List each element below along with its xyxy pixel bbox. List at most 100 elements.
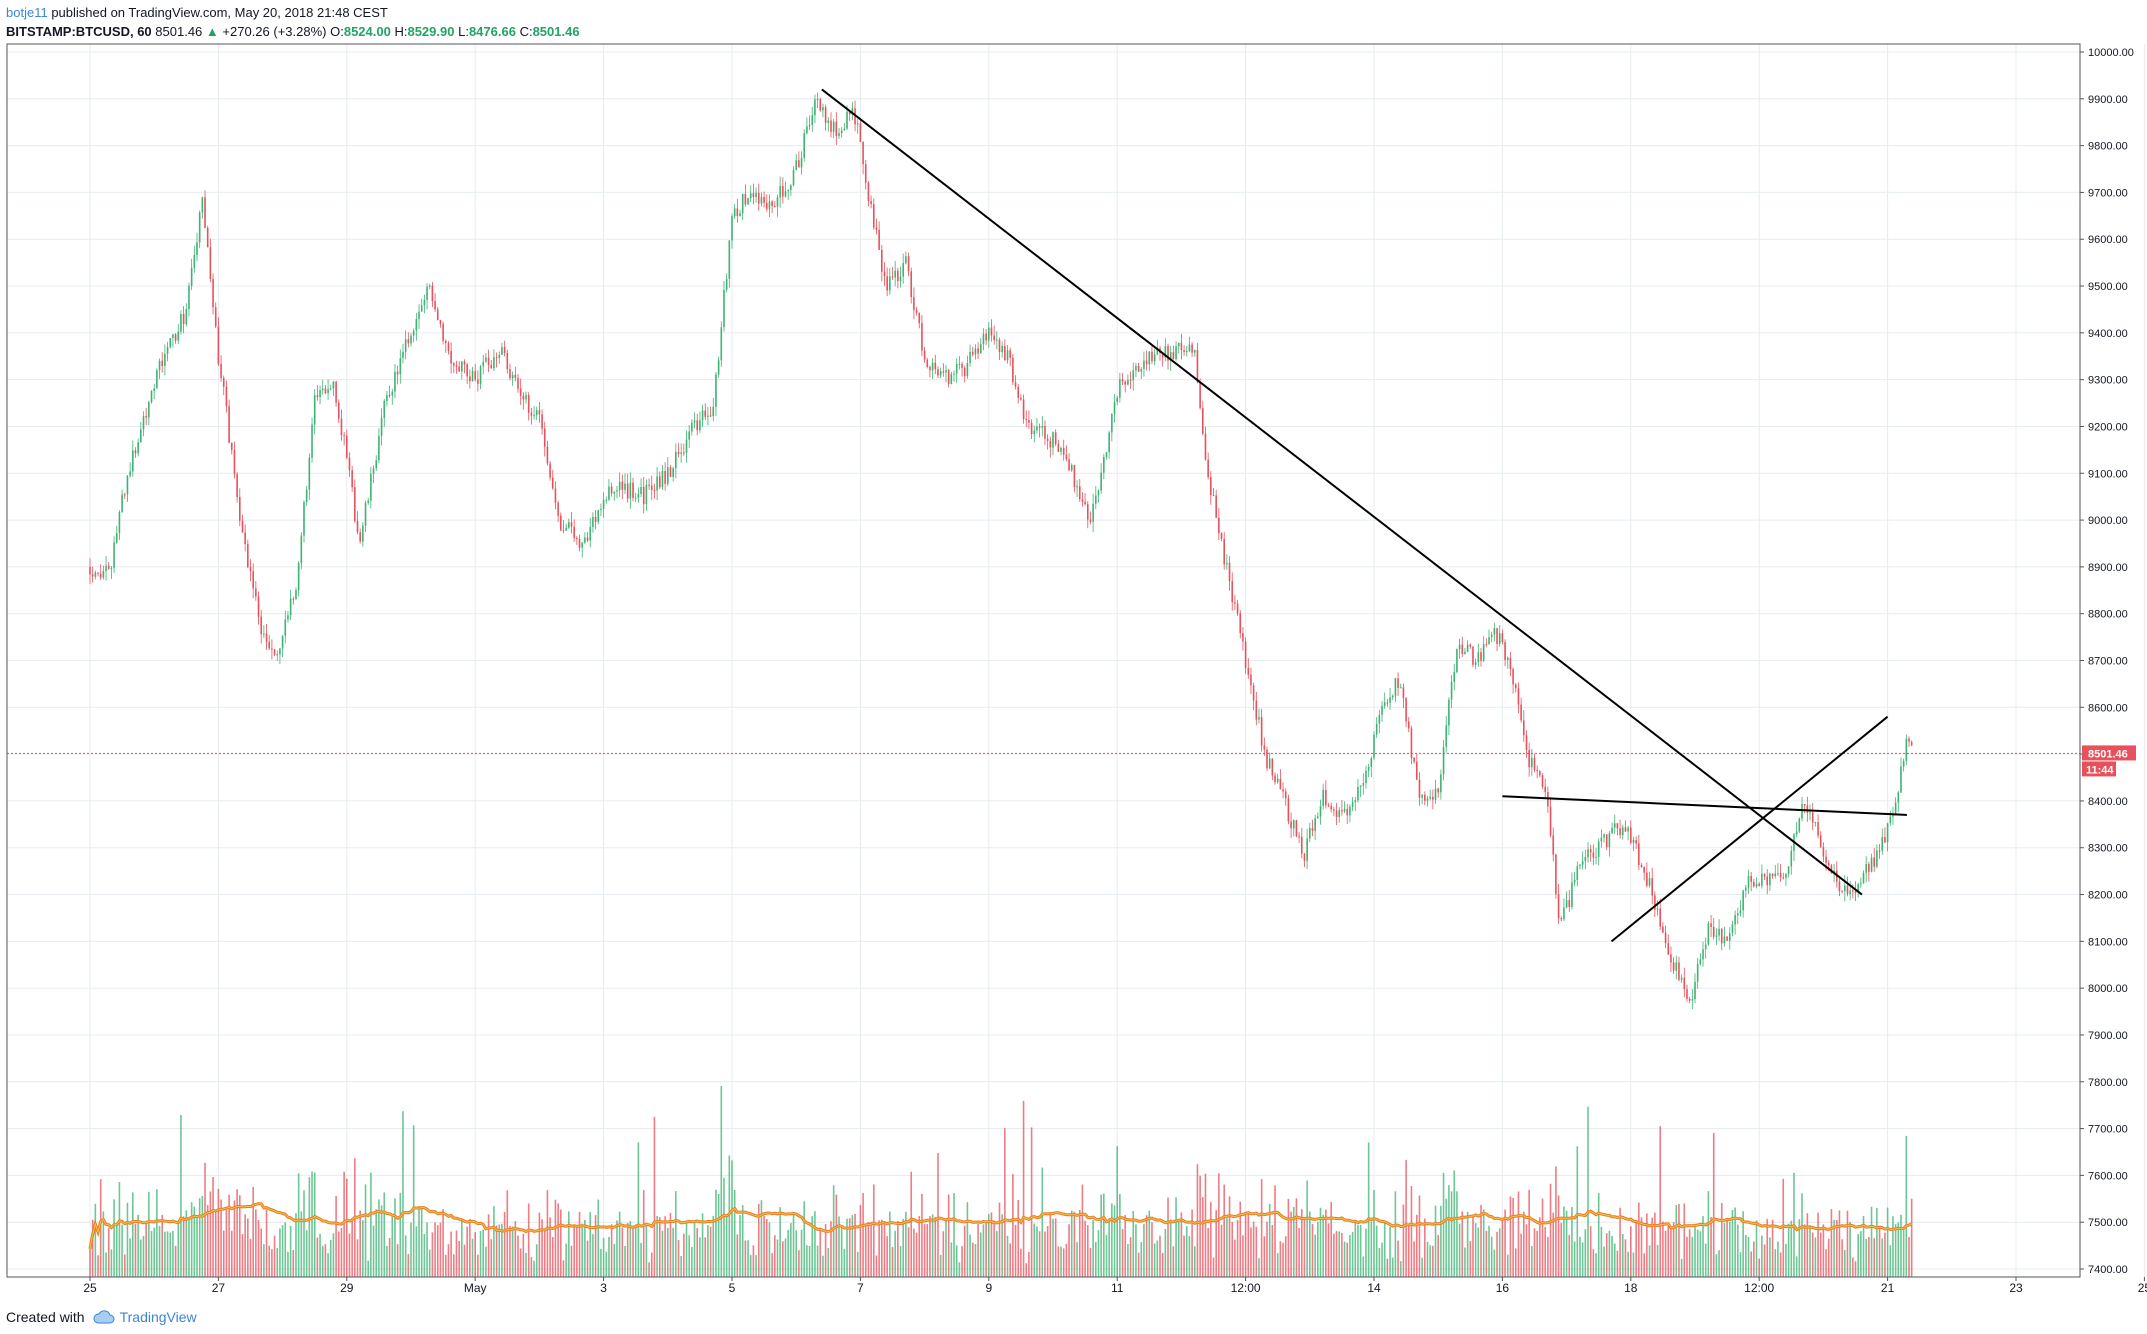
candle-body xyxy=(180,313,182,332)
candle-body xyxy=(1405,698,1407,722)
volume-bar xyxy=(1638,1202,1640,1277)
candle-body xyxy=(838,133,840,136)
volume-bar xyxy=(974,1244,977,1277)
volume-bar xyxy=(1274,1185,1276,1277)
candle-body xyxy=(214,307,217,327)
candle-body xyxy=(1271,758,1274,776)
candle-body xyxy=(1057,443,1060,452)
candle-body xyxy=(634,497,637,499)
volume-bar xyxy=(680,1255,682,1277)
candle-body xyxy=(1846,885,1849,894)
close-label: C: xyxy=(519,24,533,39)
last-price-badge-label: 8501.46 xyxy=(2088,748,2128,760)
volume-bar xyxy=(1624,1239,1627,1277)
candle-body xyxy=(1528,749,1530,768)
volume-bar xyxy=(1014,1224,1017,1277)
volume-bar xyxy=(1838,1210,1841,1277)
volume-bar xyxy=(431,1232,434,1277)
candle-body xyxy=(1643,866,1645,873)
volume-bar xyxy=(1065,1243,1068,1277)
volume-bar xyxy=(308,1177,311,1277)
candle-body xyxy=(1456,649,1458,673)
candle-body xyxy=(255,588,257,597)
volume-bar xyxy=(1670,1228,1672,1277)
volume-bar xyxy=(672,1227,674,1277)
volume-bar xyxy=(1493,1249,1496,1277)
volume-bar xyxy=(1480,1204,1482,1277)
volume-bar xyxy=(1092,1220,1094,1277)
candle-body xyxy=(827,120,830,123)
volume-bar xyxy=(1787,1223,1790,1277)
candle-body xyxy=(1472,646,1474,665)
volume-bar xyxy=(650,1252,653,1277)
candle-body xyxy=(172,334,174,338)
volume-bar xyxy=(1581,1242,1584,1277)
candle-body xyxy=(1092,503,1094,522)
price-axis[interactable]: 10000.00 9900.00 9800.00 9700.00 9600.00 9500… xyxy=(2080,47,2136,1276)
volume-bar xyxy=(1012,1174,1014,1277)
volume-bar xyxy=(182,1216,185,1277)
volume-bar xyxy=(658,1217,661,1277)
volume-bar xyxy=(1827,1238,1830,1277)
candle-body xyxy=(757,192,760,204)
volume-bar xyxy=(174,1245,177,1277)
candle-body xyxy=(1343,808,1346,812)
candle-body xyxy=(450,351,452,364)
candle-body xyxy=(1041,425,1044,428)
volume-bar xyxy=(1242,1235,1244,1277)
volume-bar xyxy=(1188,1236,1191,1277)
candle-body xyxy=(1295,820,1298,837)
volume-bar xyxy=(123,1254,126,1277)
trendlines[interactable] xyxy=(821,88,1907,943)
volume-bar xyxy=(891,1247,894,1277)
volume-bar xyxy=(600,1248,602,1277)
volume-bar xyxy=(955,1245,958,1277)
volume-bar xyxy=(434,1222,436,1277)
candle-body xyxy=(327,389,329,394)
x-tick-label: 29 xyxy=(340,1281,354,1295)
candle-body xyxy=(840,130,843,134)
candle-body xyxy=(501,347,503,355)
candle-body xyxy=(329,388,332,390)
volume-bar xyxy=(942,1231,945,1277)
volume-bar xyxy=(1844,1249,1846,1277)
volume-bar xyxy=(1183,1235,1185,1277)
volume-bar xyxy=(1456,1191,1458,1277)
candle-body xyxy=(1555,854,1557,895)
volume-bar xyxy=(525,1252,527,1277)
candle-body xyxy=(1563,907,1565,920)
volume-bar xyxy=(372,1225,375,1277)
volume-bar xyxy=(1247,1212,1250,1277)
candle-body xyxy=(281,635,284,649)
candle-body xyxy=(1148,351,1151,365)
candle-body xyxy=(568,522,570,528)
candle-body xyxy=(864,164,867,183)
volume-bar xyxy=(166,1231,169,1277)
volume-bar xyxy=(562,1260,565,1277)
volume-bar xyxy=(1873,1238,1876,1277)
candle-body xyxy=(669,467,672,477)
change-arrow-icon: ▲ xyxy=(205,24,219,39)
candle-body xyxy=(495,357,498,359)
candle-body xyxy=(1852,890,1854,892)
candle-body xyxy=(142,416,145,430)
volume-bar xyxy=(739,1215,741,1277)
volume-bar xyxy=(1621,1234,1624,1277)
candle-body xyxy=(1036,426,1038,431)
volume-bar xyxy=(1009,1243,1011,1277)
candle-body xyxy=(134,450,137,454)
volume-bar xyxy=(1611,1235,1613,1277)
volume-bar xyxy=(827,1248,830,1277)
candle-body xyxy=(1151,351,1153,362)
tradingview-link[interactable]: TradingView xyxy=(93,1309,197,1325)
volume-bar xyxy=(1105,1234,1108,1277)
time-axis[interactable]: 25 27 29 May 3 5 7 9 11 12:00 14 16 18 12:00 21 23 25 xyxy=(83,1277,2147,1295)
volume-bar xyxy=(1282,1242,1284,1277)
volume-bar xyxy=(1587,1106,1589,1277)
symbol-label[interactable]: BITSTAMP:BTCUSD, 60 xyxy=(6,24,152,39)
candle-body xyxy=(415,319,418,331)
author-link[interactable]: botje11 xyxy=(6,5,48,20)
candle-body xyxy=(340,418,343,436)
volume-bar xyxy=(1386,1258,1389,1277)
